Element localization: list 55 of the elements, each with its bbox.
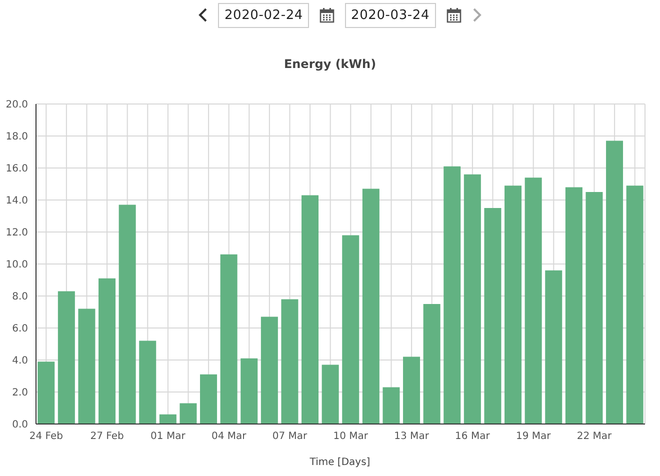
x-tick-label: 07 Mar: [272, 431, 308, 442]
x-tick-label: 16 Mar: [455, 431, 491, 442]
y-tick-label: 20.0: [6, 100, 28, 111]
bar: [444, 166, 461, 424]
bar: [260, 316, 278, 424]
x-tick-label: 27 Feb: [90, 431, 124, 442]
bar: [180, 403, 197, 424]
bar: [464, 174, 481, 424]
bar: [302, 195, 319, 424]
y-tick-label: 4.0: [12, 356, 28, 367]
bar: [403, 356, 420, 424]
y-tick-label: 2.0: [12, 388, 28, 399]
text: 2020-02-24: [218, 2, 309, 28]
bar: [423, 304, 440, 424]
bar: [382, 387, 400, 424]
bar: [38, 362, 55, 424]
bar: [139, 340, 156, 424]
y-tick-label: 12.0: [6, 228, 28, 239]
bar: [200, 374, 218, 424]
bar: [118, 204, 136, 424]
bar: [524, 178, 542, 424]
bar: [240, 358, 258, 424]
bar: [586, 192, 603, 424]
bar: [545, 270, 562, 424]
bar: [342, 235, 360, 424]
bar: [322, 364, 339, 424]
x-tick-label: 10 Mar: [333, 431, 369, 442]
x-tick-label: 24 Feb: [29, 431, 63, 442]
y-tick-label: 0.0: [12, 420, 28, 431]
bar: [362, 188, 380, 424]
y-tick-label: 8.0: [12, 292, 28, 303]
bar: [606, 140, 624, 424]
text: 2020-03-24: [345, 2, 436, 28]
bar: [58, 291, 75, 424]
y-tick-label: 10.0: [6, 260, 28, 271]
x-tick-label: 19 Mar: [516, 431, 552, 442]
bar: [281, 299, 298, 424]
bar: [78, 308, 96, 424]
y-tick-label: 18.0: [6, 132, 28, 143]
bar: [98, 278, 116, 424]
x-tick-label: 22 Mar: [576, 431, 613, 442]
y-tick-label: 16.0: [6, 164, 28, 175]
bar: [504, 186, 522, 424]
bar: [565, 187, 582, 424]
x-tick-label: 01 Mar: [150, 431, 186, 442]
bar: [159, 414, 176, 424]
bar: [626, 186, 644, 424]
bar: [220, 254, 238, 424]
x-tick-label: 13 Mar: [394, 431, 430, 442]
bar: [484, 208, 502, 424]
y-tick-label: 14.0: [6, 196, 28, 207]
x-axis-title: Time [Days]: [308, 457, 372, 468]
chart-title: Energy (kWh): [282, 57, 378, 71]
x-tick-label: 04 Mar: [211, 431, 248, 442]
y-tick-label: 6.0: [12, 324, 28, 335]
